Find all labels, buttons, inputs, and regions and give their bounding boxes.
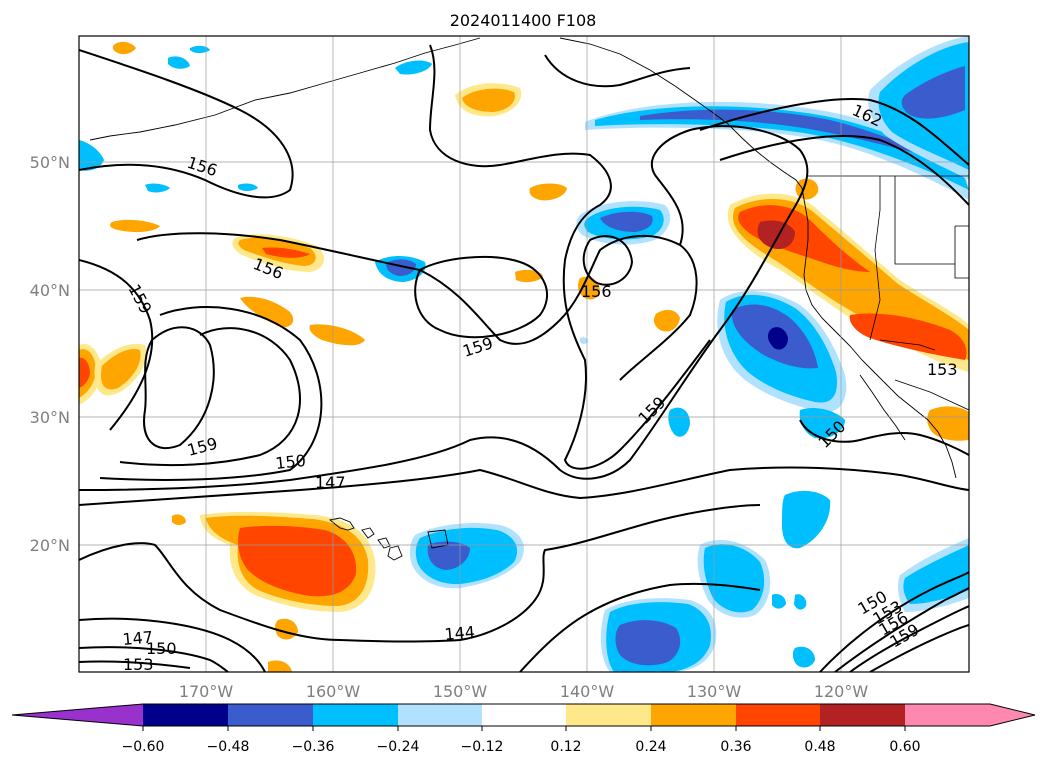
- colorbar-tick-label: 0.12: [550, 739, 581, 755]
- contour-label: 150: [146, 639, 177, 658]
- lon-label: 130°W: [687, 682, 742, 701]
- contour-label: 144: [444, 622, 476, 644]
- colorbar-segment: [398, 704, 482, 726]
- map-title: 2024011400 F108: [450, 11, 597, 30]
- lat-label: 50°N: [30, 153, 70, 172]
- contour-label: 153: [927, 360, 958, 379]
- colorbar-segment: [313, 704, 398, 726]
- gridlines: [79, 36, 969, 672]
- colorbar-tick-label: −0.12: [461, 739, 504, 755]
- colorbar-tick-label: 0.60: [889, 739, 920, 755]
- longitude-labels: 170°W 160°W 150°W 140°W 130°W 120°W: [179, 682, 869, 701]
- coastlines: [89, 37, 957, 561]
- colorbar-segment: [566, 704, 651, 726]
- lon-label: 150°W: [433, 682, 488, 701]
- colorbar-under-arrow: [12, 704, 143, 726]
- colorbar-tick-label: 0.36: [720, 739, 751, 755]
- lat-label: 40°N: [30, 281, 70, 300]
- lon-label: 160°W: [306, 682, 361, 701]
- lon-label: 120°W: [814, 682, 869, 701]
- contour-label: 147: [122, 627, 154, 649]
- height-contours: [79, 44, 969, 672]
- colorbar-tick-label: −0.36: [292, 739, 335, 755]
- map-frame: [78, 35, 970, 673]
- lat-label: 30°N: [30, 408, 70, 427]
- colorbar-segment: [228, 704, 313, 726]
- colorbar-segment: [736, 704, 820, 726]
- anomaly-fill: [79, 36, 969, 672]
- colorbar-tick-label: 0.24: [635, 739, 666, 755]
- lat-label: 20°N: [30, 536, 70, 555]
- colorbar-segment: [143, 704, 228, 726]
- colorbar-segment: [651, 704, 736, 726]
- contour-label: 156: [581, 282, 612, 301]
- colorbar-over-segment: [905, 704, 1035, 726]
- borders: [808, 175, 969, 411]
- contour-label: 153: [123, 655, 154, 674]
- lon-label: 170°W: [179, 682, 234, 701]
- colorbar-tick-label: −0.24: [377, 739, 420, 755]
- colorbar-tick-label: −0.48: [207, 739, 250, 755]
- contour-label: 147: [315, 473, 346, 492]
- colorbar-segment: [820, 704, 905, 726]
- contour-label: 150: [274, 451, 306, 473]
- lon-label: 140°W: [560, 682, 615, 701]
- latitude-labels: 50°N 40°N 30°N 20°N: [30, 153, 70, 555]
- colorbar: −0.60 −0.48 −0.36 −0.24 −0.12 0.12 0.24 …: [11, 703, 1036, 755]
- colorbar-tick-label: 0.48: [804, 739, 835, 755]
- colorbar-tick-label: −0.60: [122, 739, 165, 755]
- colorbar-segment: [482, 704, 566, 726]
